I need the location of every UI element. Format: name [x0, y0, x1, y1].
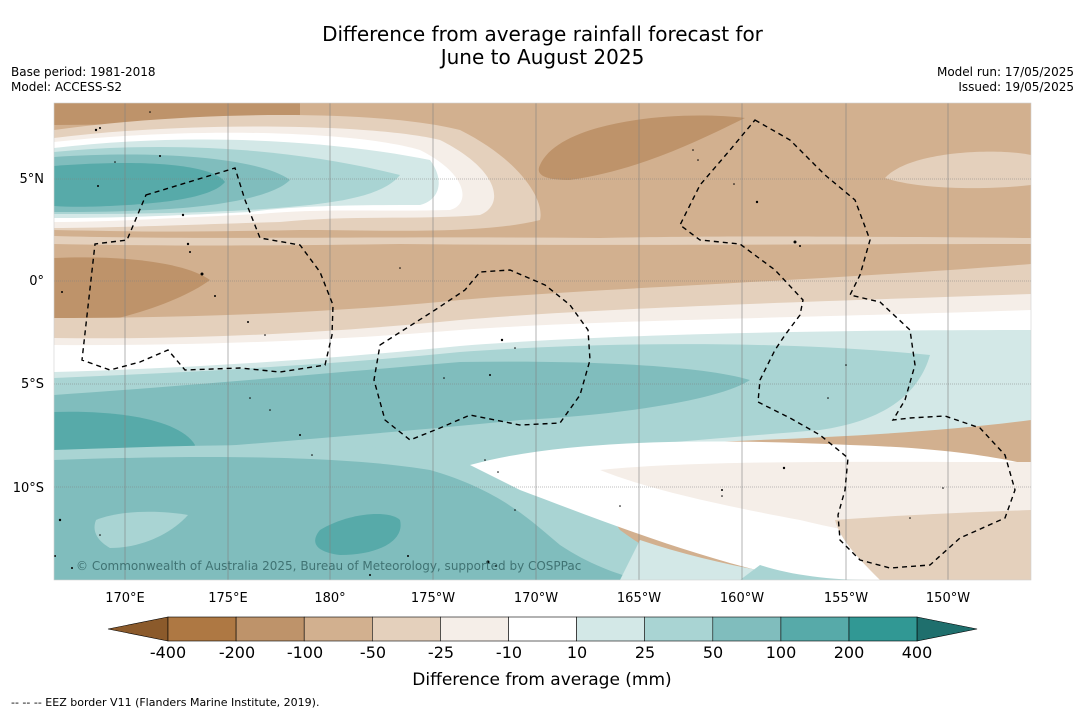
colorbar-tick-label: -400: [150, 643, 186, 662]
map-frame: [53, 102, 1032, 581]
lat-label-5n: 5°N: [20, 172, 45, 187]
island-specks: [54, 111, 944, 576]
colorbar-tick-label: 100: [766, 643, 797, 662]
map-title-line1: Difference from average rainfall forecas…: [322, 22, 763, 46]
colorbar-title: Difference from average (mm): [412, 670, 671, 690]
colorbar-tick-label: -50: [360, 643, 386, 662]
colorbar-segment: [235, 616, 305, 642]
lon-label-175e: 175°E: [208, 591, 248, 606]
copyright-text: © Commonwealth of Australia 2025, Bureau…: [76, 559, 581, 573]
eez-border-kiribati-gilbert: [81, 167, 334, 373]
eez-borders: [81, 119, 1016, 569]
colorbar-tick-label: -25: [428, 643, 454, 662]
colorbar-segment: [303, 616, 373, 642]
lon-label-170e: 170°E: [105, 591, 145, 606]
lon-label-155w: 155°W: [824, 591, 868, 606]
colorbar-tick-label: 400: [902, 643, 933, 662]
colorbar-segment: [440, 616, 509, 642]
rainfall-field: [54, 103, 1031, 580]
map-title-line2: June to August 2025: [440, 45, 645, 69]
colorbar-segment: [644, 616, 714, 642]
colorbar-tick-label: -10: [496, 643, 522, 662]
colorbar-segment: [371, 616, 441, 642]
colorbar-segment: [508, 616, 577, 642]
lat-label-0: 0°: [29, 274, 44, 289]
colorbar-extend-low: [107, 616, 169, 642]
base-period-text: Base period: 1981-2018: [11, 65, 156, 79]
lat-label-10s: 10°S: [13, 481, 44, 496]
lon-label-180: 180°: [314, 591, 345, 606]
colorbar-segment: [576, 616, 645, 642]
colorbar-extend-high: [916, 616, 978, 642]
colorbar-segment: [712, 616, 782, 642]
colorbar-segment: [848, 616, 918, 642]
lon-label-165w: 165°W: [617, 591, 661, 606]
lon-label-175w: 175°W: [411, 591, 455, 606]
model-run-text: Model run: 17/05/2025: [936, 65, 1074, 79]
issued-text: Issued: 19/05/2025: [958, 80, 1074, 94]
lon-label-160w: 160°W: [720, 591, 764, 606]
colorbar-tick-label: 200: [834, 643, 865, 662]
graticule: [54, 103, 1031, 580]
lat-label-5s: 5°S: [21, 377, 44, 392]
colorbar-tick-label: -200: [219, 643, 255, 662]
colorbar-segment: [780, 616, 850, 642]
lon-label-170w: 170°W: [514, 591, 558, 606]
colorbar-tick-label: 25: [635, 643, 655, 662]
colorbar-segment: [167, 616, 237, 642]
colorbar-tick-label: 50: [703, 643, 723, 662]
colorbar-tick-label: -100: [287, 643, 323, 662]
lon-label-150w: 150°W: [926, 591, 970, 606]
model-text: Model: ACCESS-S2: [11, 80, 123, 94]
colorbar-tick-label: 10: [567, 643, 587, 662]
eez-border-kiribati-phoenix: [373, 269, 591, 441]
eez-legend-note: -- -- -- EEZ border V11 (Flanders Marine…: [11, 696, 320, 709]
colorbar: [107, 616, 978, 642]
